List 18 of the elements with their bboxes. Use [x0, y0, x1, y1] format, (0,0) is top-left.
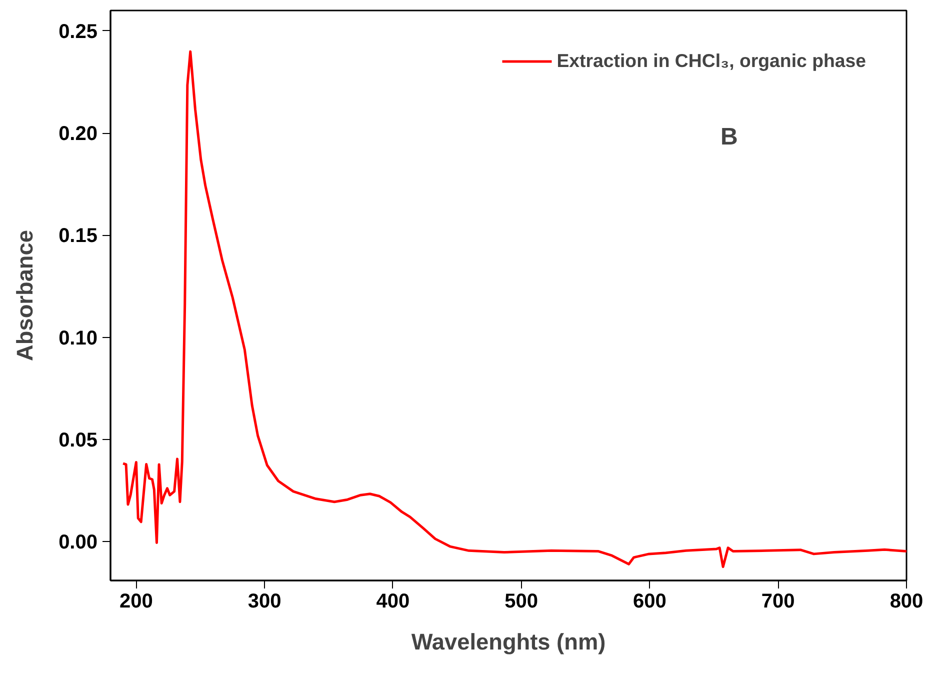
- y-tick-label: 0.05: [58, 430, 98, 452]
- x-tick-label: 700: [761, 590, 795, 612]
- x-tick-label: 600: [633, 590, 666, 612]
- x-tick-label: 800: [890, 590, 924, 612]
- y-tick-label: 0.10: [58, 327, 98, 350]
- x-tick-label: 500: [504, 590, 538, 612]
- legend-label: Extraction in CHCl₃, organic phase: [556, 50, 866, 72]
- y-tick-label: 0.20: [58, 123, 98, 146]
- y-tick-label: 0.25: [58, 20, 98, 43]
- x-tick-label: 400: [376, 590, 410, 612]
- x-tick-label: 300: [248, 590, 282, 612]
- line-series: [122, 50, 906, 568]
- y-tick-label: 0.15: [58, 225, 98, 248]
- y-axis-title: Absorbance: [12, 230, 38, 361]
- x-axis-title: Wavelenghts (nm): [411, 628, 606, 654]
- y-tick-label: 0.00: [58, 532, 98, 554]
- annotation: B: [720, 124, 738, 150]
- x-tick-label: 200: [119, 590, 153, 612]
